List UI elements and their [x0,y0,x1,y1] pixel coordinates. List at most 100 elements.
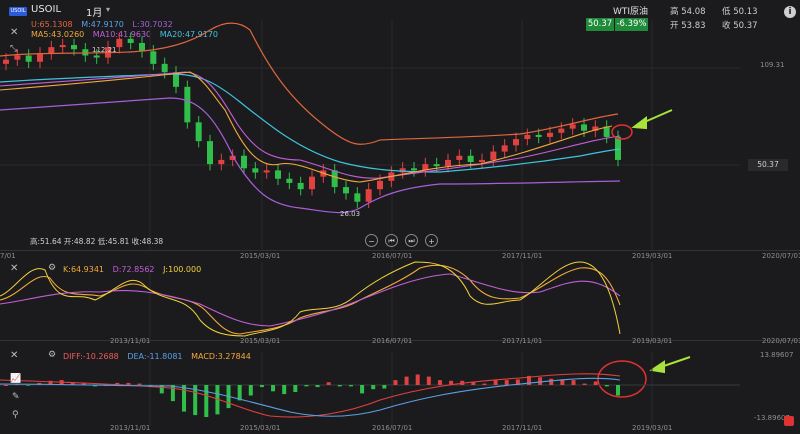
gear-icon[interactable]: ⚙ [48,263,57,273]
macd-bar [137,383,142,385]
ohlc-readout: 高:51.64 开:48.82 低:45.81 收:48.38 [30,237,164,246]
panel-divider-1 [0,250,800,251]
macd-bar [493,380,498,385]
last-price: 50.37 [586,18,614,31]
zoom-out-button[interactable]: − [365,234,378,247]
candle-body [411,168,417,171]
macd-bar [571,380,576,385]
candle-body [581,124,587,131]
macd-bar [538,377,543,385]
macd-bar [504,380,509,385]
candle-body [263,170,270,173]
candle-body [513,139,519,146]
macd-bar [93,385,98,387]
macd-dea-line [0,377,621,417]
candle-body [467,155,474,163]
macd-bar [515,379,520,385]
highlight-circle-top [611,124,633,140]
macd-bar [549,378,554,385]
ma20-label: MA20:47.9170 [159,30,219,39]
macd-bar [471,382,476,385]
candle-body [195,122,202,142]
macd-bar [616,385,620,396]
candlestick-series [3,32,621,208]
info-icon[interactable]: i [784,6,796,18]
candle-body [161,63,168,73]
scroll-left-button[interactable]: ⏮ [385,234,398,247]
annotation-arrow-top [631,109,673,130]
macd-axis-bottom: -13.89607 [754,414,790,422]
x-label: 2019/03/01 [632,337,673,345]
zoom-in-button[interactable]: + [425,234,438,247]
scroll-right-button[interactable]: ⏭ [405,234,418,247]
x-label: 2015/03/01 [240,337,281,345]
candle-body [184,86,191,123]
candle-body [37,53,43,62]
candle-body [3,59,9,64]
macd-bar [126,382,131,385]
timeframe-select[interactable]: 1月 [86,8,103,19]
x-label: 2020/07/01 [762,252,800,260]
macd-bar [393,380,398,385]
candle-body [71,45,77,50]
high-price: 高 54.08 [670,7,706,17]
kdj-d-label: D:72.8562 [112,265,155,274]
change-percent: -6.39% [615,18,648,31]
candle-body [14,55,21,60]
macd-bar [170,385,175,402]
macd-bar [282,385,287,395]
x-label: 2017/11/01 [502,252,543,260]
x-label: 2019/03/01 [632,252,673,260]
x-label: 2016/07/01 [372,424,413,432]
close-icon[interactable]: ✕ [10,263,19,274]
macd-bar [215,385,220,415]
symbol-logo: USOIL [9,7,27,16]
macd-bar [115,382,120,385]
symbol-name[interactable]: USOIL [31,4,62,15]
macd-bar [604,385,609,387]
macd-bar [593,381,598,385]
macd-diff-label: DIFF:-10.2688 [63,352,119,361]
macd-bar [437,380,442,385]
macd-bar [315,385,320,388]
candle-body [365,189,372,202]
candle-body [59,45,66,48]
macd-bar [259,385,264,388]
draw-tool-icon[interactable]: ✎ [12,392,20,402]
highlight-circle-bottom [597,360,647,398]
x-label: 2020/07/01 [762,337,800,345]
x-label: 2015/03/01 [240,424,281,432]
bollinger-mid-line [0,73,621,173]
collapse-icon[interactable]: ⤡ [10,44,18,54]
gear-icon[interactable]: ⚙ [48,350,57,360]
close-icon[interactable]: ✕ [10,27,19,38]
macd-bar [449,380,454,385]
candle-body [48,47,55,54]
macd-bar [293,385,298,392]
macd-bar [415,374,420,385]
ma10-line [0,71,621,179]
x-label: 2013/11/01 [110,337,151,345]
open-price: 开 53.83 [670,21,706,31]
macd-bar [348,385,353,387]
candle-body [547,132,553,137]
candle-body [524,134,531,140]
ma10-label: MA10:41.9630 [92,30,152,39]
instrument-name: WTI原油 [612,7,648,17]
candle-body [535,134,542,137]
ma5-label: MA5:43.0260 [31,30,85,39]
chevron-down-icon[interactable]: ▾ [106,5,111,14]
close-icon[interactable]: ✕ [10,350,19,361]
chart-type-icon[interactable]: 📈 [10,374,22,384]
macd-dea-label: DEA:-11.8081 [127,352,183,361]
x-label: 2017/11/01 [502,424,543,432]
macd-bar [382,385,387,389]
ma-legend: MA5:43.0260 MA10:41.9630 MA20:47.9170 [31,30,224,39]
candle-body [150,51,157,64]
macd-bar [360,385,365,394]
macd-bar [560,379,565,385]
candle-body [377,180,383,190]
indicator-icon[interactable]: ⚲ [12,410,19,420]
alert-icon[interactable] [784,416,794,426]
